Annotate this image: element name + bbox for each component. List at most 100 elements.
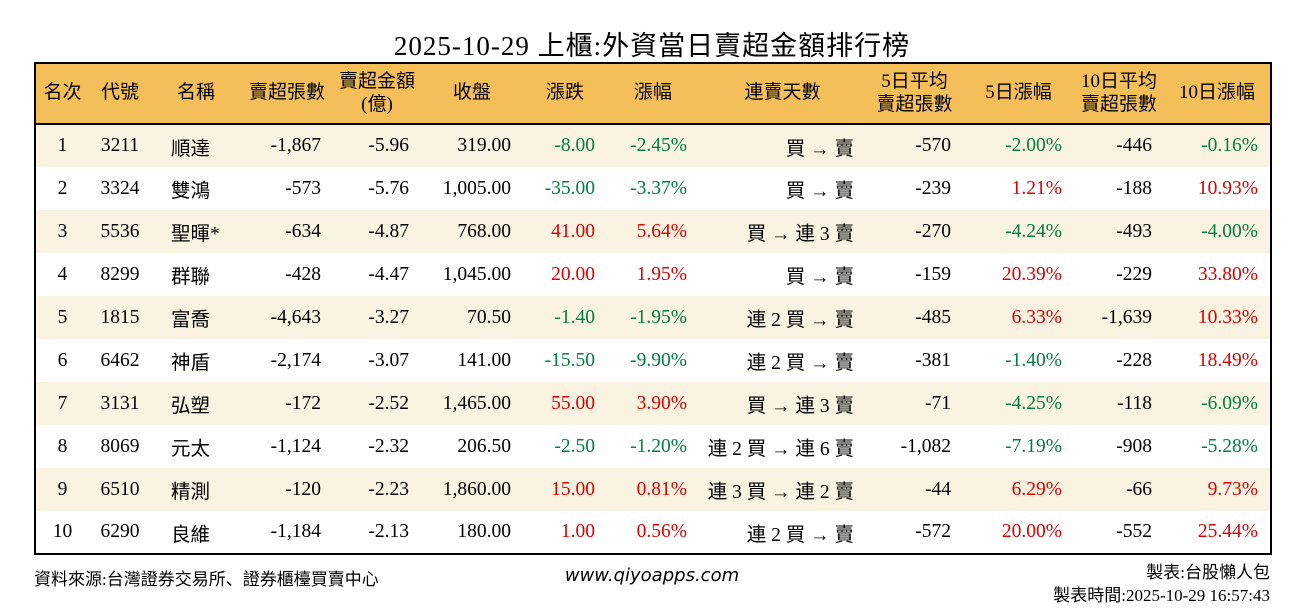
cell-name: 弘塑 xyxy=(171,396,211,417)
cell-change: 55.00 xyxy=(551,392,595,414)
cell-avg10-sell-volume: -228 xyxy=(1116,349,1152,371)
cell-change: 20.00 xyxy=(551,263,595,285)
cell-close: 768.00 xyxy=(457,220,511,242)
cell-sell-amount: -4.47 xyxy=(368,263,409,285)
cell-pct5: 6.29% xyxy=(1011,478,1062,500)
cell-change-pct: -3.37% xyxy=(630,177,687,199)
cell-pct10: 25.44% xyxy=(1197,521,1258,542)
cell-name: 精測 xyxy=(171,482,211,503)
cell-pct5: 6.33% xyxy=(1011,306,1062,328)
data-source-note: 資料來源:台灣證券交易所、證券櫃檯買賣中心 xyxy=(34,570,379,589)
cell-change-pct: -1.95% xyxy=(630,306,687,328)
col-header-streak: 連賣天數 xyxy=(699,63,866,125)
cell-streak: 連 2 買 → 賣 xyxy=(746,524,854,546)
cell-sell-amount: -2.13 xyxy=(368,521,409,542)
cell-change-pct: -2.45% xyxy=(630,135,687,156)
ranking-table: 名次 代號 名稱 賣超張數 賣超金額 (億) 收盤 漲跌 漲幅 連賣天數 5日平… xyxy=(34,62,1272,555)
table-row: 7 3131 弘塑 -172 -2.52 1,465.00 55.00 3.90% 買 → 連 … xyxy=(35,382,1271,425)
cell-code: 8299 xyxy=(100,263,140,285)
cell-change-pct: 3.90% xyxy=(636,392,687,414)
table-header-row: 名次 代號 名稱 賣超張數 賣超金額 (億) 收盤 漲跌 漲幅 連賣天數 5日平… xyxy=(35,63,1271,125)
cell-sell-volume: -4,643 xyxy=(270,306,321,328)
cell-change: -15.50 xyxy=(544,349,595,371)
cell-change: 41.00 xyxy=(551,220,595,242)
cell-avg5-sell-volume: -572 xyxy=(915,521,951,542)
cell-rank: 9 xyxy=(57,478,68,500)
cell-streak: 買 → 連 3 賣 xyxy=(746,396,854,417)
cell-sell-amount: -2.52 xyxy=(368,392,409,414)
cell-sell-amount: -5.76 xyxy=(368,177,409,199)
cell-avg10-sell-volume: -118 xyxy=(1116,392,1152,414)
cell-change-pct: 0.56% xyxy=(636,521,687,542)
page-title: 2025-10-29 上櫃:外資當日賣超金額排行榜 xyxy=(393,31,911,61)
credit-block: 製表:台股懶人包 製表時間:2025-10-29 16:57:43 xyxy=(739,562,1270,608)
cell-avg10-sell-volume: -66 xyxy=(1126,478,1152,500)
cell-code: 3324 xyxy=(100,177,140,199)
cell-sell-volume: -2,174 xyxy=(270,349,321,371)
cell-code: 6290 xyxy=(100,521,140,542)
cell-pct5: -4.24% xyxy=(1005,220,1062,242)
cell-rank: 4 xyxy=(57,263,68,285)
cell-sell-volume: -1,124 xyxy=(270,435,321,457)
cell-rank: 6 xyxy=(57,349,68,371)
cell-name: 聖暉* xyxy=(171,224,220,245)
cell-sell-volume: -1,184 xyxy=(270,521,321,542)
col-header-code: 代號 xyxy=(89,63,151,125)
cell-avg5-sell-volume: -270 xyxy=(915,220,951,242)
table-row: 3 5536 聖暉* -634 -4.87 768.00 41.00 5.64% 買 → 連 3… xyxy=(35,210,1271,253)
cell-sell-amount: -4.87 xyxy=(368,220,409,242)
cell-code: 5536 xyxy=(100,220,140,242)
cell-avg5-sell-volume: -381 xyxy=(915,349,951,371)
cell-avg5-sell-volume: -71 xyxy=(925,392,951,414)
website-url: www.qiyoapps.com xyxy=(564,565,740,586)
col-header-change: 漲跌 xyxy=(523,63,607,125)
cell-sell-volume: -172 xyxy=(285,392,321,414)
cell-change: -1.40 xyxy=(554,306,595,328)
cell-name: 神盾 xyxy=(171,353,211,374)
cell-close: 141.00 xyxy=(457,349,511,371)
cell-avg10-sell-volume: -908 xyxy=(1116,435,1152,457)
cell-sell-amount: -2.23 xyxy=(368,478,409,500)
cell-sell-volume: -634 xyxy=(285,220,321,242)
footer: 資料來源:台灣證券交易所、證券櫃檯買賣中心 www.qiyoapps.com 製… xyxy=(34,562,1270,608)
cell-code: 1815 xyxy=(100,306,140,328)
cell-change-pct: -1.20% xyxy=(630,435,687,457)
cell-name: 順達 xyxy=(171,138,211,160)
cell-name: 良維 xyxy=(171,524,211,546)
table-row: 1 3211 順達 -1,867 -5.96 319.00 -8.00 -2.45% 買 → 賣… xyxy=(35,124,1271,167)
col-header-pct10: 10日漲幅 xyxy=(1164,63,1271,125)
cell-name: 元太 xyxy=(171,439,211,460)
col-header-pct5: 5日漲幅 xyxy=(963,63,1074,125)
col-header-change-pct: 漲幅 xyxy=(607,63,699,125)
cell-avg5-sell-volume: -485 xyxy=(915,306,951,328)
cell-rank: 10 xyxy=(52,521,73,542)
col-header-close: 收盤 xyxy=(421,63,523,125)
cell-name: 雙鴻 xyxy=(171,181,211,202)
cell-rank: 8 xyxy=(57,435,68,457)
cell-close: 1,465.00 xyxy=(442,392,511,414)
cell-sell-volume: -428 xyxy=(285,263,321,285)
cell-sell-amount: -3.27 xyxy=(368,306,409,328)
cell-pct10: -4.00% xyxy=(1201,220,1258,242)
cell-pct10: 9.73% xyxy=(1207,478,1258,500)
cell-streak: 買 → 賣 xyxy=(785,267,854,288)
cell-pct5: 20.39% xyxy=(1001,263,1062,285)
cell-avg10-sell-volume: -229 xyxy=(1116,263,1152,285)
cell-sell-amount: -5.96 xyxy=(368,135,409,156)
col-header-sell-amount: 賣超金額 (億) xyxy=(333,63,421,125)
col-header-name: 名稱 xyxy=(151,63,241,125)
cell-change-pct: -9.90% xyxy=(630,349,687,371)
cell-pct10: -0.16% xyxy=(1201,135,1258,156)
cell-rank: 3 xyxy=(57,220,68,242)
cell-streak: 連 2 買 → 連 6 賣 xyxy=(707,439,854,460)
cell-avg5-sell-volume: -44 xyxy=(925,478,951,500)
cell-close: 1,860.00 xyxy=(442,478,511,500)
cell-change-pct: 5.64% xyxy=(636,220,687,242)
table-row: 5 1815 富喬 -4,643 -3.27 70.50 -1.40 -1.95% 連 2 買 … xyxy=(35,296,1271,339)
col-header-avg10-sell-volume: 10日平均 賣超張數 xyxy=(1074,63,1164,125)
cell-streak: 連 2 買 → 賣 xyxy=(746,353,854,374)
cell-change: -35.00 xyxy=(544,177,595,199)
cell-pct10: -5.28% xyxy=(1201,435,1258,457)
cell-avg5-sell-volume: -159 xyxy=(915,263,951,285)
col-header-avg5-sell-volume: 5日平均 賣超張數 xyxy=(866,63,963,125)
